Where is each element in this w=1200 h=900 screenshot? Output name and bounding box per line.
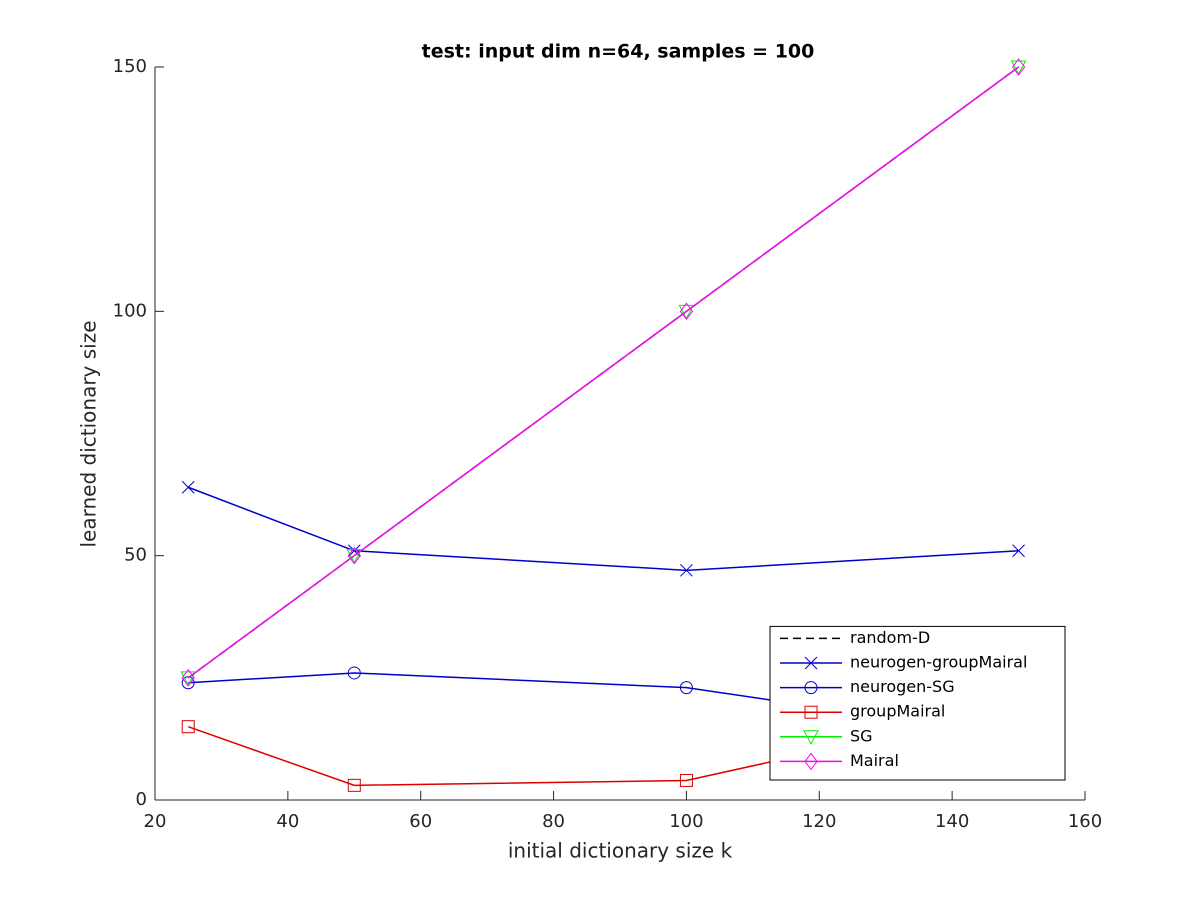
x-tick-label: 140 (935, 811, 969, 832)
y-tick-label: 100 (113, 300, 147, 321)
marker (679, 773, 693, 787)
y-tick-label: 50 (124, 545, 147, 566)
legend-label: SG (850, 726, 873, 745)
marker (181, 720, 195, 734)
x-tick-label: 60 (409, 811, 432, 832)
legend-label: random-D (850, 628, 930, 647)
y-tick-label: 150 (113, 56, 147, 77)
marker (679, 302, 694, 321)
x-tick-label: 160 (1068, 811, 1102, 832)
series-line (187, 66, 1020, 679)
marker (181, 676, 195, 690)
marker (1012, 544, 1025, 558)
legend-box (769, 625, 1066, 781)
legend-label: neurogen-groupMairal (850, 653, 1027, 672)
marker (1010, 60, 1027, 76)
x-tick-label: 40 (276, 811, 299, 832)
marker (347, 666, 361, 680)
legend-label: neurogen-SG (850, 677, 955, 696)
marker (347, 778, 361, 792)
y-axis-label: learned dictionary size (77, 320, 101, 547)
legend-marker (803, 730, 819, 745)
marker (181, 480, 195, 494)
marker (678, 304, 695, 320)
marker (180, 671, 197, 686)
legend-marker (804, 752, 818, 771)
x-tick-label: 120 (802, 811, 836, 832)
marker (679, 681, 693, 695)
chart-title: test: input dim n=64, samples = 100 (422, 41, 815, 63)
marker (680, 563, 693, 577)
marker (347, 546, 361, 565)
marker (181, 668, 195, 687)
x-tick-label: 80 (542, 811, 565, 832)
series-line (187, 486, 1019, 572)
marker (1011, 58, 1026, 76)
x-tick-label: 20 (144, 811, 167, 832)
legend-label: Mairal (850, 751, 899, 770)
x-axis-label: initial dictionary size k (508, 839, 733, 863)
marker (346, 549, 363, 564)
legend-marker (804, 705, 818, 719)
legend-marker (804, 656, 818, 670)
legend-marker (804, 681, 818, 695)
y-tick-label: 0 (136, 789, 147, 810)
legend-label: groupMairal (850, 702, 945, 721)
x-tick-label: 100 (669, 811, 703, 832)
